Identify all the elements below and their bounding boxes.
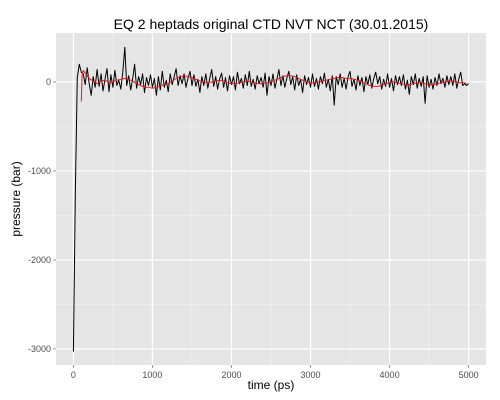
x-tick-label: 1000 <box>142 370 162 380</box>
series-layer <box>72 46 469 352</box>
x-tick-label: 4000 <box>380 370 400 380</box>
y-tick-label: -3000 <box>28 344 51 354</box>
y-axis-title: pressure (bar) <box>9 161 23 236</box>
chart-title: EQ 2 heptads original CTD NVT NCT (30.01… <box>114 16 429 32</box>
y-tick-label: -1000 <box>28 166 51 176</box>
y-tick-label: -2000 <box>28 255 51 265</box>
minor-gridlines <box>56 33 486 365</box>
x-tick-label: 0 <box>71 370 76 380</box>
x-axis: 0 1000 2000 3000 4000 5000 <box>71 365 479 380</box>
y-axis: -3000 -2000 -1000 0 <box>28 77 56 354</box>
x-tick-label: 5000 <box>459 370 479 380</box>
y-tick-label: 0 <box>46 77 51 87</box>
raw-pressure-line <box>72 46 469 352</box>
smoothed-pressure-line <box>80 69 467 102</box>
x-axis-title: time (ps) <box>248 378 295 392</box>
x-tick-label: 3000 <box>301 370 321 380</box>
x-tick-label: 2000 <box>221 370 241 380</box>
